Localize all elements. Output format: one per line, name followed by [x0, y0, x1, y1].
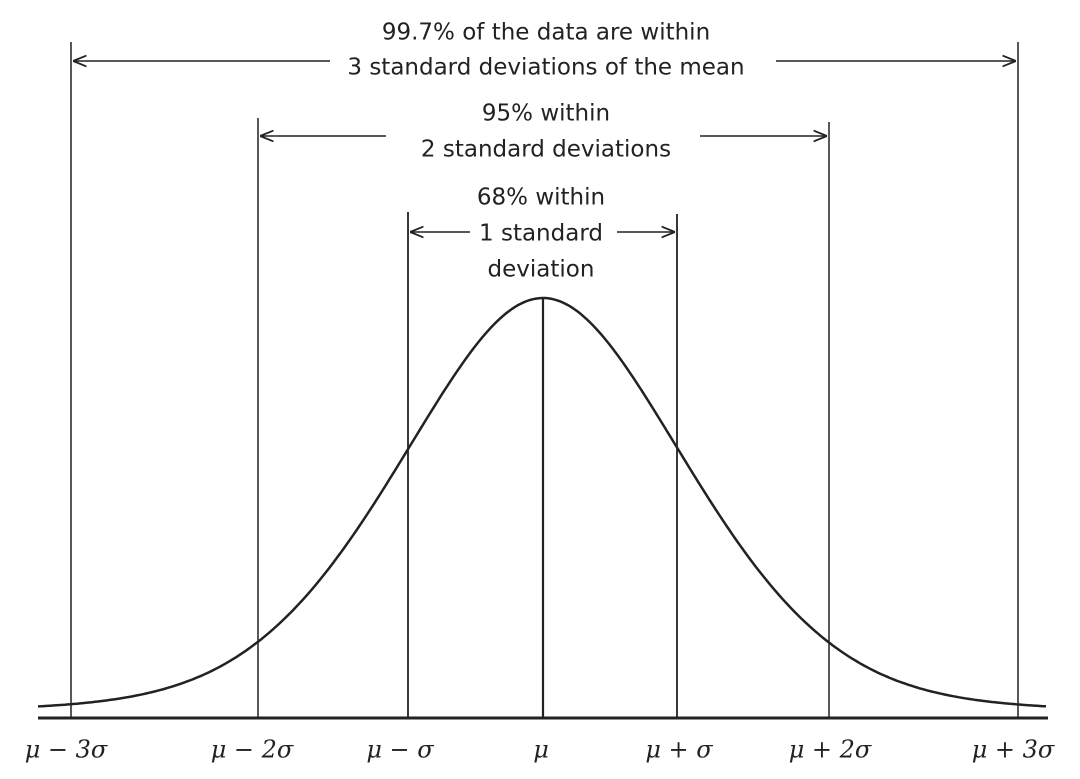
- annotation: 68% within: [477, 185, 605, 211]
- axis-label: μ + 3σ: [972, 736, 1055, 764]
- axis-label: μ − 3σ: [25, 736, 108, 764]
- axis-label: μ + 2σ: [789, 736, 872, 764]
- axis-label: μ − σ: [366, 736, 434, 764]
- annotation: 3 standard deviations of the mean: [347, 55, 744, 81]
- annotation: 99.7% of the data are within: [382, 20, 710, 46]
- annotation: deviation: [488, 257, 595, 283]
- axis-label: μ − 2σ: [211, 736, 294, 764]
- axis-label: μ: [533, 736, 549, 764]
- annotation: 95% within: [482, 101, 610, 127]
- annotation: 2 standard deviations: [421, 137, 671, 163]
- axis-label: μ + σ: [645, 736, 713, 764]
- annotation: 1 standard: [479, 221, 603, 247]
